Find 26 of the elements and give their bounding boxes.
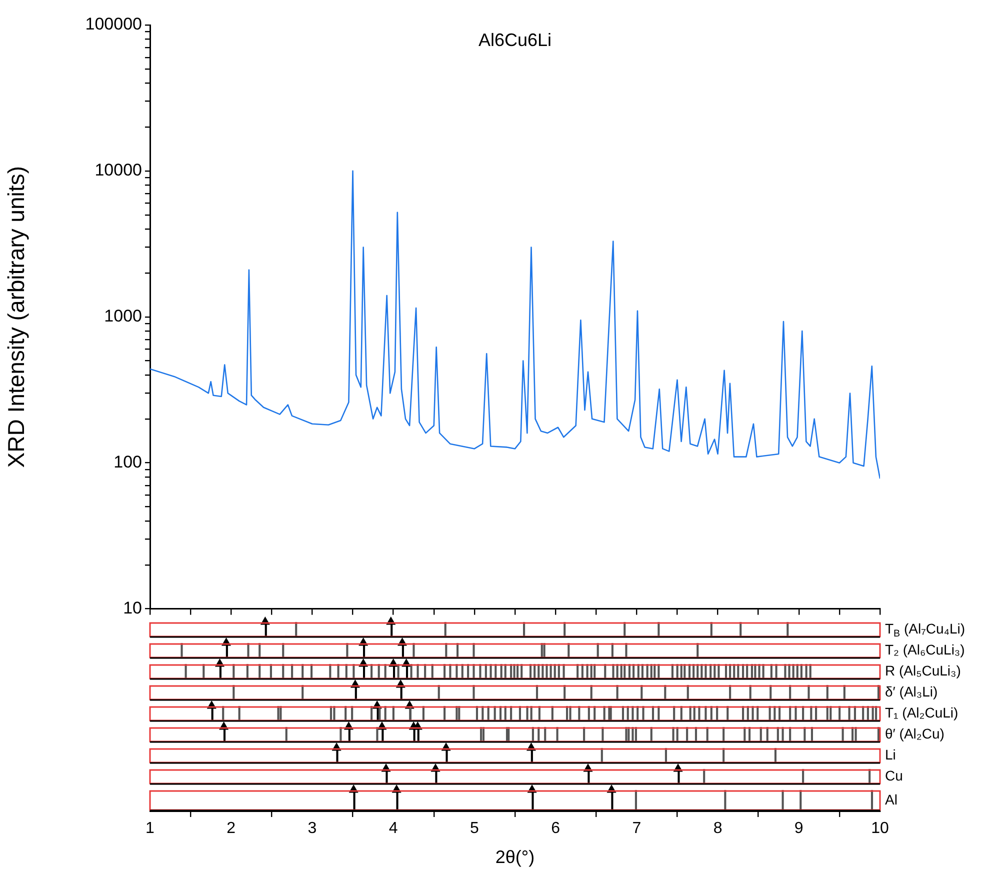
y-tick-label: 10000 bbox=[94, 160, 142, 180]
x-tick-label: 8 bbox=[713, 820, 722, 838]
text: Li bbox=[885, 746, 896, 763]
series-label: T₁ (Al₂CuLi) bbox=[885, 704, 958, 721]
y-axis-title: XRD Intensity (arbitrary units) bbox=[3, 166, 30, 468]
x-tick-label: 7 bbox=[632, 820, 642, 838]
chart-title: Al6Cu6Li bbox=[478, 30, 552, 50]
y-tick-label: 1000 bbox=[104, 306, 142, 326]
series-label: Cu bbox=[885, 768, 903, 784]
series-label: θ′ (Al₂Cu) bbox=[885, 726, 944, 742]
x-tick-label: 10 bbox=[871, 820, 889, 838]
text: T₂ (Al₆CuLi₃) bbox=[885, 642, 965, 658]
text: R (Al₅CuLi₃) bbox=[885, 662, 961, 679]
series-label: δ′ (Al₃Li) bbox=[885, 684, 938, 700]
series-label: Al bbox=[885, 791, 898, 808]
y-tick-label: 100 bbox=[114, 452, 142, 472]
x-tick-label: 5 bbox=[470, 820, 479, 838]
y-tick-label: 10 bbox=[123, 598, 142, 618]
x-tick-label: 2 bbox=[226, 820, 236, 838]
x-tick-label: 6 bbox=[551, 820, 560, 838]
x-tick-label: 4 bbox=[388, 820, 398, 838]
x-tick-label: 9 bbox=[794, 820, 804, 838]
y-tick-label: 100000 bbox=[85, 14, 142, 34]
x-tick-label: 3 bbox=[308, 820, 317, 838]
x-tick-label: 1 bbox=[146, 820, 155, 838]
x-axis-title: 2θ(°) bbox=[495, 847, 535, 868]
